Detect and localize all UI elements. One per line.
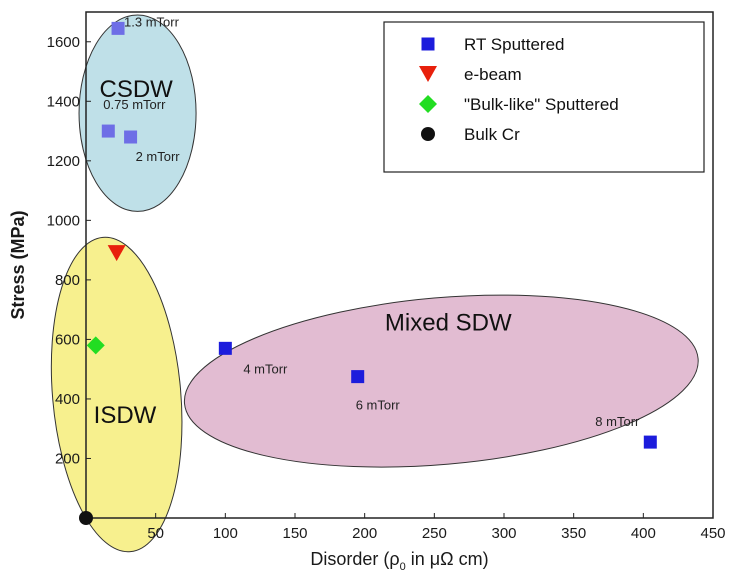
data-label: 1.3 mTorr [124,14,180,29]
x-axis-title-suffix: in μΩ cm) [406,549,489,569]
data-point-square [111,21,125,35]
legend-label: Bulk Cr [464,125,520,144]
data-point-square [124,130,138,144]
y-axis-title: Stress (MPa) [8,210,28,319]
y-tick-label: 1600 [47,34,80,51]
data-label: 2 mTorr [136,149,181,164]
y-tick-label: 1000 [47,212,80,229]
legend-box [383,21,705,173]
region-isdw [50,236,183,553]
region-csdw [78,14,197,212]
x-axis-title-subscript: 0 [400,561,406,573]
data-point-triangle [419,66,437,82]
data-point-square [351,370,365,384]
legend-label: RT Sputtered [464,35,565,54]
x-tick-label: 200 [352,525,377,542]
data-point-square [218,341,232,355]
regions-layer: CSDW ISDW Mixed SDW [50,14,699,553]
data-point-square [101,124,115,138]
data-point-circle [79,511,93,525]
y-tick-label: 600 [55,331,80,348]
region-label: Mixed SDW [385,309,512,336]
y-tick-label: 800 [55,272,80,289]
x-tick-label: 50 [147,525,164,542]
y-tick-label: 400 [55,391,80,408]
data-label: 8 mTorr [595,414,640,429]
legend-label: e-beam [464,65,522,84]
region-label: ISDW [94,402,157,429]
x-axis-title-rho: ρ [389,549,399,569]
x-tick-label: 300 [491,525,516,542]
y-tick-label: 200 [55,450,80,467]
x-tick-label: 400 [631,525,656,542]
region-label: CSDW [99,76,173,103]
region-mixed-sdw [183,294,699,468]
data-point-square [643,435,657,449]
legend: RT Sputtered e-beam "Bulk-like" Sputtered B… [383,21,705,173]
data-point-circle [421,127,435,141]
x-axis-title: Disorder (ρ0 in μΩ cm) [310,549,488,573]
y-tick-label: 1200 [47,153,80,170]
data-point-square [421,37,435,51]
data-label: 0.75 mTorr [103,97,166,112]
data-point-diamond [86,336,105,355]
x-tick-label: 450 [700,525,725,542]
points-layer: 4 mTorr 6 mTorr 8 mTorr 1.3 mTorr 0.75 mTorr… [79,14,657,525]
plot-frame [85,11,714,519]
data-label: 4 mTorr [243,361,288,376]
y-tick-label: 1400 [47,93,80,110]
legend-label: "Bulk-like" Sputtered [464,95,619,114]
data-label: 6 mTorr [356,398,401,413]
x-tick-label: 350 [561,525,586,542]
x-tick-label: 250 [422,525,447,542]
ticks-layer: 50 100 150 200 250 300 350 400 450 200 400 600 800 10… [47,34,726,542]
x-axis-title-prefix: Disorder ( [310,549,389,569]
x-tick-label: 100 [213,525,238,542]
data-point-triangle [107,245,126,262]
x-tick-label: 150 [282,525,307,542]
data-point-diamond [419,95,437,113]
